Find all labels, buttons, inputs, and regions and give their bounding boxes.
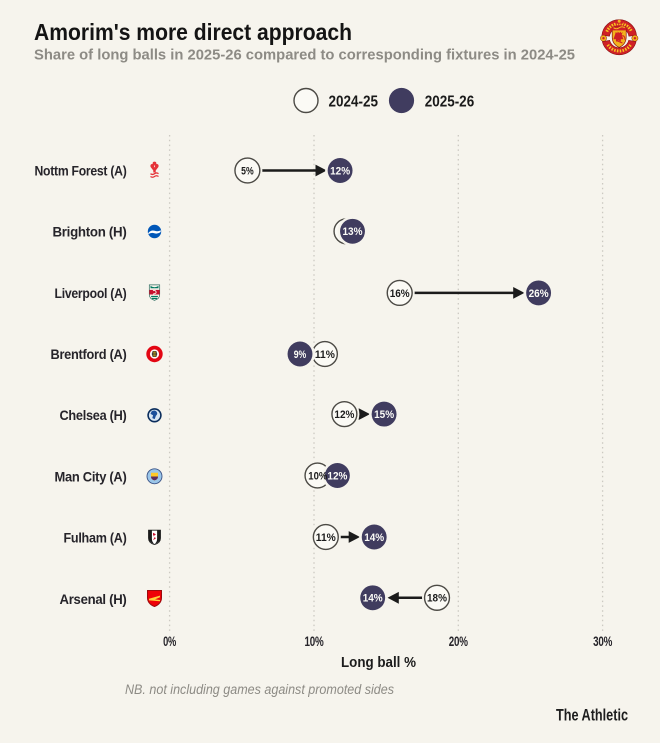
- svg-text:5%: 5%: [241, 165, 254, 177]
- svg-text:11%: 11%: [315, 349, 335, 361]
- svg-text:12%: 12%: [334, 409, 354, 421]
- svg-text:10%: 10%: [308, 470, 327, 482]
- svg-text:The Athletic: The Athletic: [556, 707, 628, 725]
- svg-text:12%: 12%: [330, 165, 350, 177]
- svg-text:Nottm Forest (A): Nottm Forest (A): [35, 163, 127, 179]
- svg-text:11%: 11%: [316, 532, 336, 544]
- svg-text:Brentford (A): Brentford (A): [51, 346, 127, 362]
- svg-text:NB. not including games agains: NB. not including games against promoted…: [125, 682, 394, 697]
- svg-text:Fulham (A): Fulham (A): [64, 530, 127, 546]
- svg-text:Amorim's more direct approach: Amorim's more direct approach: [34, 19, 352, 45]
- svg-text:9%: 9%: [294, 349, 307, 361]
- svg-text:13%: 13%: [343, 226, 363, 238]
- svg-text:14%: 14%: [364, 532, 384, 544]
- svg-text:10%: 10%: [305, 634, 324, 649]
- svg-text:15%: 15%: [374, 409, 394, 421]
- svg-text:18%: 18%: [427, 593, 447, 605]
- svg-text:14%: 14%: [363, 593, 383, 605]
- svg-text:Share of long balls in 2025-26: Share of long balls in 2025-26 compared …: [34, 47, 575, 64]
- svg-text:Chelsea (H): Chelsea (H): [60, 407, 127, 423]
- svg-text:Brighton (H): Brighton (H): [53, 224, 127, 240]
- svg-text:26%: 26%: [529, 288, 549, 300]
- svg-text:Liverpool (A): Liverpool (A): [55, 285, 127, 301]
- svg-text:30%: 30%: [593, 634, 612, 649]
- svg-text:Arsenal (H): Arsenal (H): [60, 591, 127, 607]
- svg-text:0%: 0%: [163, 634, 176, 649]
- svg-text:16%: 16%: [390, 288, 410, 300]
- svg-text:20%: 20%: [449, 634, 468, 649]
- svg-text:Long ball %: Long ball %: [341, 654, 416, 671]
- svg-text:Man City (A): Man City (A): [55, 468, 127, 484]
- svg-text:2025-26: 2025-26: [425, 94, 475, 111]
- svg-text:12%: 12%: [327, 470, 347, 482]
- svg-text:2024-25: 2024-25: [329, 94, 379, 111]
